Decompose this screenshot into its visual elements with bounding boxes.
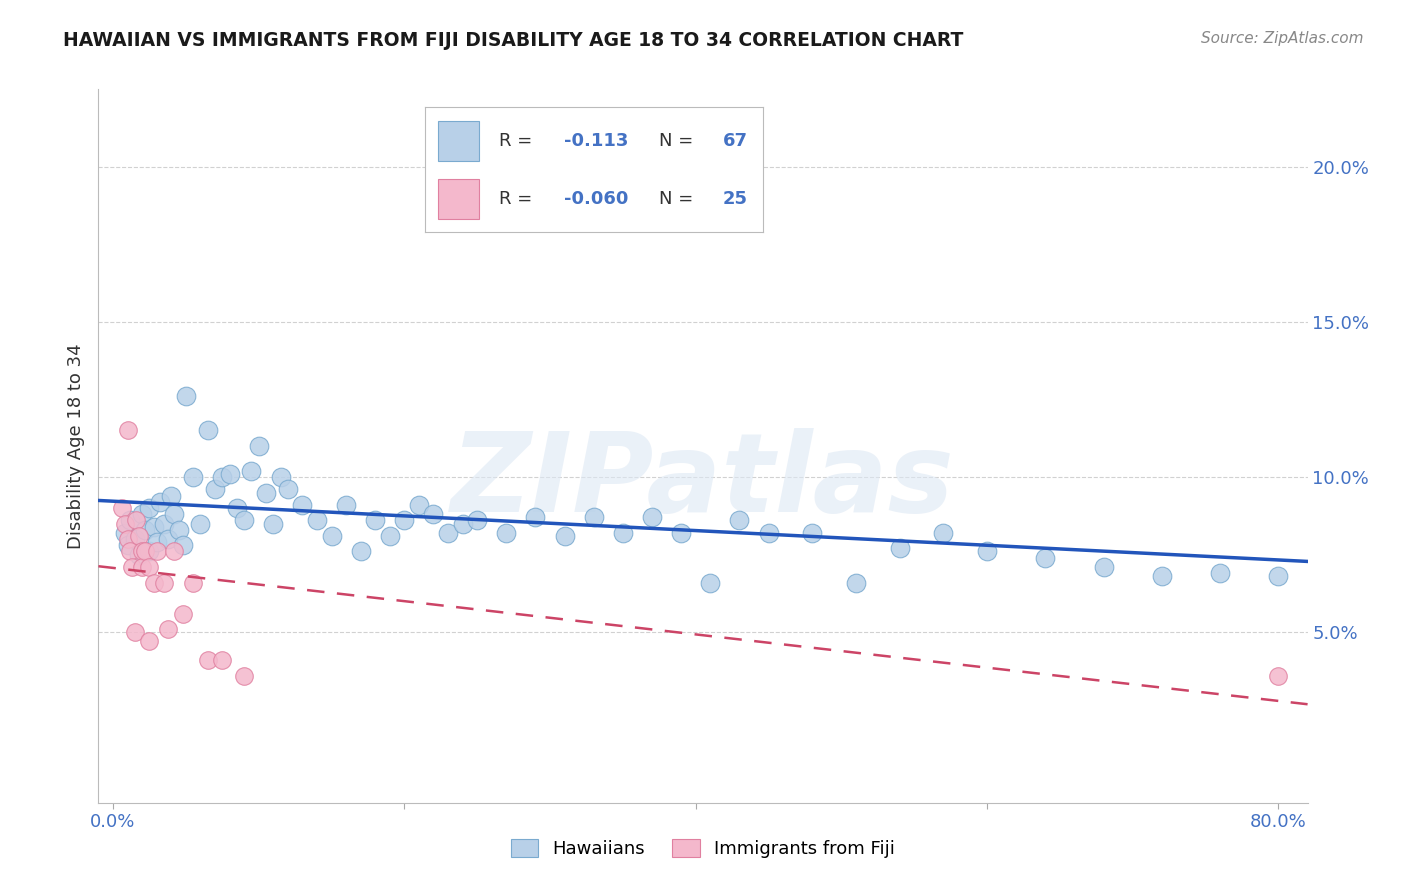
Hawaiians [204,483,226,497]
Hawaiians [197,424,219,438]
Immigrants from Fiji [121,560,143,574]
Hawaiians [145,535,167,549]
Legend: Hawaiians, Immigrants from Fiji: Hawaiians, Immigrants from Fiji [503,831,903,865]
Hawaiians [465,513,488,527]
Hawaiians [801,525,824,540]
Hawaiians [153,516,176,531]
Hawaiians [976,544,998,558]
Immigrants from Fiji [131,560,153,574]
Hawaiians [350,544,373,558]
Hawaiians [1150,569,1173,583]
Hawaiians [270,470,292,484]
Hawaiians [932,525,955,540]
Hawaiians [211,470,233,484]
Hawaiians [1092,560,1115,574]
Hawaiians [1267,569,1289,583]
Text: HAWAIIAN VS IMMIGRANTS FROM FIJI DISABILITY AGE 18 TO 34 CORRELATION CHART: HAWAIIAN VS IMMIGRANTS FROM FIJI DISABIL… [63,31,963,50]
Hawaiians [305,513,328,527]
Hawaiians [758,525,780,540]
Hawaiians [120,513,142,527]
Hawaiians [321,529,343,543]
Hawaiians [845,575,868,590]
Text: Source: ZipAtlas.com: Source: ZipAtlas.com [1201,31,1364,46]
Immigrants from Fiji [181,575,204,590]
Immigrants from Fiji [131,544,153,558]
Immigrants from Fiji [120,544,142,558]
Hawaiians [378,529,401,543]
Immigrants from Fiji [233,668,256,682]
Hawaiians [889,541,911,556]
Immigrants from Fiji [128,529,150,543]
Hawaiians [247,439,270,453]
Hawaiians [437,525,460,540]
Immigrants from Fiji [153,575,176,590]
Immigrants from Fiji [111,501,134,516]
Hawaiians [114,525,136,540]
Text: ZIPatlas: ZIPatlas [451,428,955,535]
Hawaiians [364,513,387,527]
Hawaiians [149,495,172,509]
Hawaiians [669,525,692,540]
Hawaiians [641,510,664,524]
Hawaiians [262,516,284,531]
Immigrants from Fiji [114,516,136,531]
Hawaiians [277,483,299,497]
Hawaiians [131,508,153,522]
Immigrants from Fiji [197,653,219,667]
Hawaiians [172,538,194,552]
Hawaiians [117,538,139,552]
Immigrants from Fiji [124,625,146,640]
Hawaiians [240,464,263,478]
Hawaiians [524,510,547,524]
Hawaiians [160,489,183,503]
Hawaiians [181,470,204,484]
Hawaiians [291,498,314,512]
Hawaiians [174,389,197,403]
Hawaiians [138,544,160,558]
Hawaiians [134,523,156,537]
Hawaiians [582,510,605,524]
Hawaiians [699,575,721,590]
Hawaiians [554,212,576,227]
Hawaiians [128,548,150,562]
Immigrants from Fiji [142,575,165,590]
Hawaiians [422,508,444,522]
Immigrants from Fiji [172,607,194,621]
Immigrants from Fiji [211,653,233,667]
Hawaiians [495,525,517,540]
Immigrants from Fiji [163,544,186,558]
Immigrants from Fiji [157,622,180,636]
Hawaiians [554,529,576,543]
Hawaiians [190,516,212,531]
Immigrants from Fiji [1267,668,1289,682]
Hawaiians [225,501,247,516]
Hawaiians [157,532,180,546]
Hawaiians [1033,550,1056,565]
Immigrants from Fiji [145,544,167,558]
Immigrants from Fiji [117,532,139,546]
Hawaiians [335,498,357,512]
Immigrants from Fiji [117,424,139,438]
Hawaiians [167,523,190,537]
Hawaiians [254,485,277,500]
Hawaiians [124,532,146,546]
Hawaiians [138,501,160,516]
Hawaiians [394,513,416,527]
Hawaiians [451,516,474,531]
Immigrants from Fiji [138,634,160,648]
Hawaiians [1209,566,1232,581]
Immigrants from Fiji [138,560,160,574]
Y-axis label: Disability Age 18 to 34: Disability Age 18 to 34 [66,343,84,549]
Hawaiians [142,519,165,533]
Hawaiians [612,525,634,540]
Immigrants from Fiji [125,513,148,527]
Hawaiians [233,513,256,527]
Hawaiians [218,467,240,481]
Immigrants from Fiji [134,544,156,558]
Hawaiians [163,508,186,522]
Hawaiians [408,498,430,512]
Hawaiians [728,513,751,527]
